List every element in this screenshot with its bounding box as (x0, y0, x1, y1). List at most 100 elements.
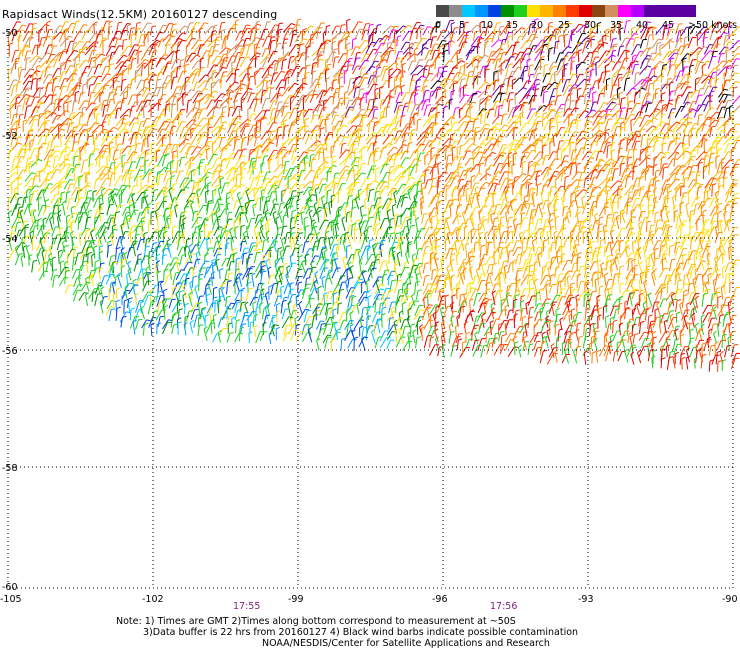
wind-barb-flag (472, 101, 477, 104)
wind-barb (218, 22, 222, 35)
wind-barb-flag (726, 49, 731, 52)
wind-barb (273, 71, 282, 83)
wind-barb (716, 122, 726, 131)
wind-barb (281, 60, 284, 71)
wind-barb-flag (440, 52, 445, 54)
wind-barb (374, 76, 378, 89)
wind-barb (695, 74, 704, 86)
wind-barb (126, 85, 129, 98)
wind-barb-flag (542, 112, 548, 115)
wind-barb (512, 177, 516, 189)
wind-barb-flag (140, 174, 145, 178)
wind-barb-flag (697, 50, 702, 53)
wind-barb-flag (31, 172, 36, 175)
wind-barb (135, 100, 143, 113)
wind-barb-flag (78, 153, 83, 156)
wind-barb-flag (18, 183, 23, 186)
wind-barb (100, 136, 109, 147)
wind-barb-flag (249, 75, 254, 78)
wind-barb-flag (76, 187, 81, 189)
wind-barb-flag (570, 141, 575, 144)
wind-barb-flag (85, 46, 90, 49)
wind-barb-flag (47, 66, 52, 68)
wind-barb-flag (354, 140, 359, 143)
wind-barb (575, 137, 584, 146)
wind-barb-flag (385, 123, 390, 126)
wind-barb-flag (111, 112, 116, 115)
wind-barb (592, 116, 599, 126)
wind-barb-flag (417, 145, 423, 148)
wind-barb-flag (76, 63, 81, 65)
wind-barb (66, 72, 74, 83)
wind-barb-flag (522, 160, 527, 164)
wind-barb-flag (308, 108, 314, 111)
wind-barb (345, 50, 349, 63)
wind-barb-flag (411, 79, 416, 82)
wind-barb (43, 149, 51, 161)
wind-barb (88, 33, 96, 43)
wind-barb-flag (284, 38, 289, 40)
wind-barb (648, 108, 657, 118)
wind-barb (120, 98, 124, 111)
wind-barb-flag (333, 79, 338, 82)
wind-barb-flag (362, 116, 367, 119)
wind-barb (52, 156, 56, 169)
wind-barb-flag (599, 121, 604, 124)
wind-barb-flag (263, 116, 268, 120)
wind-barb-flag (26, 50, 32, 52)
wind-barb-flag (590, 68, 595, 71)
wind-barb-flag (675, 178, 680, 181)
wind-barb-flag (515, 41, 520, 43)
wind-barb-flag (388, 178, 393, 181)
wind-barb (226, 81, 236, 92)
wind-barb-flag (373, 70, 378, 73)
wind-barb-flag (369, 23, 374, 26)
wind-barb (662, 28, 665, 40)
wind-barb (646, 35, 650, 48)
wind-barb (101, 148, 107, 159)
wind-barb-flag (324, 161, 329, 164)
wind-barb (638, 86, 642, 99)
wind-barb-flag (470, 157, 475, 160)
wind-barb (619, 29, 621, 41)
wind-barb (617, 149, 620, 161)
wind-barb (185, 52, 193, 63)
wind-barb (602, 71, 607, 84)
wind-barb-flag (705, 28, 710, 31)
wind-barb-flag (327, 113, 332, 116)
wind-barb (148, 165, 156, 177)
wind-barb-flag (231, 60, 236, 64)
wind-barb (728, 27, 730, 40)
wind-barb (469, 24, 477, 33)
wind-barb-flag (486, 173, 492, 176)
wind-barb (696, 128, 699, 139)
wind-barb (183, 55, 187, 68)
wind-barb (157, 38, 163, 48)
wind-barb (8, 150, 11, 160)
wind-barb-flag (621, 97, 626, 100)
wind-barb (679, 30, 682, 43)
wind-barb (337, 87, 340, 99)
wind-barb (198, 88, 205, 97)
wind-barb-flag (587, 151, 592, 153)
wind-barb-flag (657, 42, 662, 44)
wind-barb (661, 40, 671, 50)
wind-barb (226, 55, 233, 68)
wind-barb (633, 111, 640, 120)
wind-barb (472, 58, 474, 68)
wind-barb-flag (340, 134, 345, 137)
wind-barb-flag (278, 151, 283, 154)
wind-barb (422, 66, 426, 78)
wind-barb-flag (228, 97, 233, 100)
wind-barb (10, 63, 15, 75)
wind-barb (303, 169, 312, 181)
wind-barb-flag (80, 92, 85, 94)
wind-barb (598, 102, 605, 112)
wind-barb-flag (63, 123, 68, 126)
wind-barb (65, 41, 71, 54)
wind-barb (50, 185, 59, 194)
wind-barb-flag (339, 102, 344, 105)
wind-barb (507, 154, 510, 168)
wind-barb (366, 169, 372, 180)
wind-barb (273, 164, 281, 173)
